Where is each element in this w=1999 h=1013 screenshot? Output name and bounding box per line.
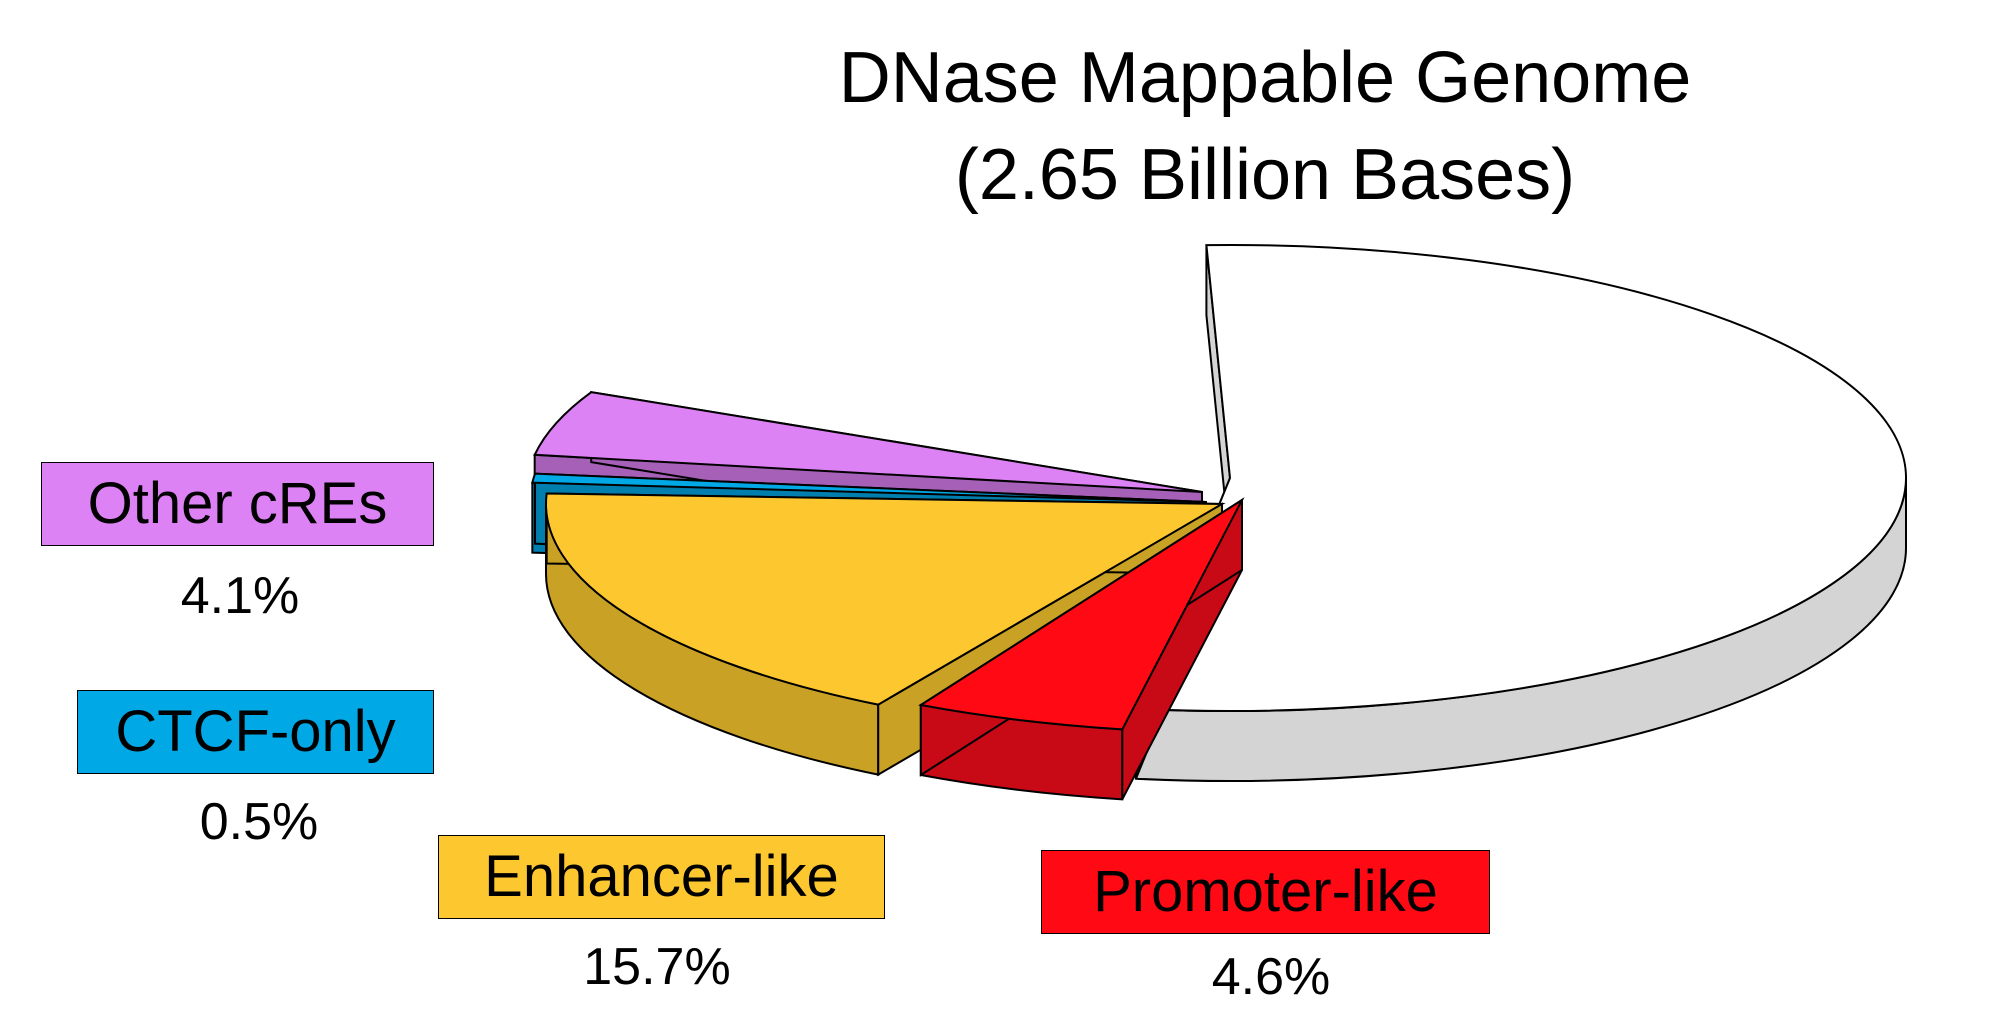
pie-slice-other-cres-top <box>533 391 1203 493</box>
label-promoter-like: Promoter-like <box>1041 850 1490 934</box>
chart-subtitle: (2.65 Billion Bases) <box>954 135 1576 215</box>
chart-title: DNase Mappable Genome <box>838 38 1692 118</box>
pie-slice-remainder <box>1134 244 1907 782</box>
value-other-cres: 4.1% <box>180 567 300 625</box>
pie-exploded-slices <box>531 390 1245 801</box>
value-enhancer-like: 15.7% <box>583 938 731 996</box>
label-other-cres: Other cREs <box>41 462 434 546</box>
pie-slice-remainder-top <box>1134 244 1907 712</box>
value-ctcf-only: 0.5% <box>199 793 319 851</box>
value-promoter-like: 4.6% <box>1211 948 1331 1006</box>
label-enhancer-like: Enhancer-like <box>438 835 885 919</box>
pie-slice-ctcf-only-top <box>531 472 1207 503</box>
pie-slice-remainder <box>1134 244 1907 782</box>
pie-slice-promoter-like <box>918 497 1245 801</box>
label-ctcf-only: CTCF-only <box>77 690 434 774</box>
pie-slice-enhancer-like-top <box>545 492 1226 706</box>
pie-slice-promoter-like-top <box>918 497 1245 731</box>
